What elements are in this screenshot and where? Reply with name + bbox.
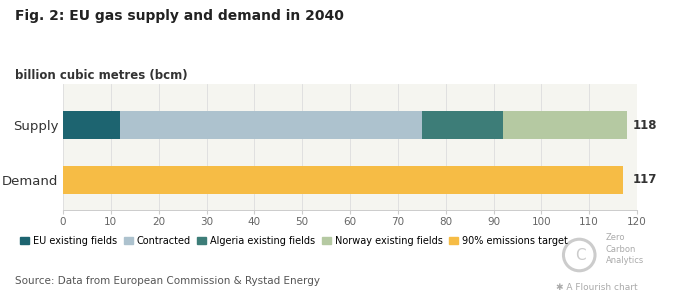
Bar <box>63 166 623 194</box>
Bar <box>120 111 421 139</box>
Legend: EU existing fields, Contracted, Algeria existing fields, Norway existing fields,: EU existing fields, Contracted, Algeria … <box>20 236 568 246</box>
Text: ✱ A Flourish chart: ✱ A Flourish chart <box>556 284 638 292</box>
Text: 118: 118 <box>632 118 657 132</box>
Text: Fig. 2: EU gas supply and demand in 2040: Fig. 2: EU gas supply and demand in 2040 <box>15 9 344 23</box>
Bar <box>421 111 503 139</box>
Text: billion cubic metres (bcm): billion cubic metres (bcm) <box>15 69 188 82</box>
Bar <box>503 111 627 139</box>
Text: Source: Data from European Commission & Rystad Energy: Source: Data from European Commission & … <box>15 276 321 286</box>
Bar <box>63 111 120 139</box>
Text: 117: 117 <box>632 173 657 186</box>
Text: C: C <box>575 248 585 262</box>
Text: Zero
Carbon
Analytics: Zero Carbon Analytics <box>606 233 644 265</box>
